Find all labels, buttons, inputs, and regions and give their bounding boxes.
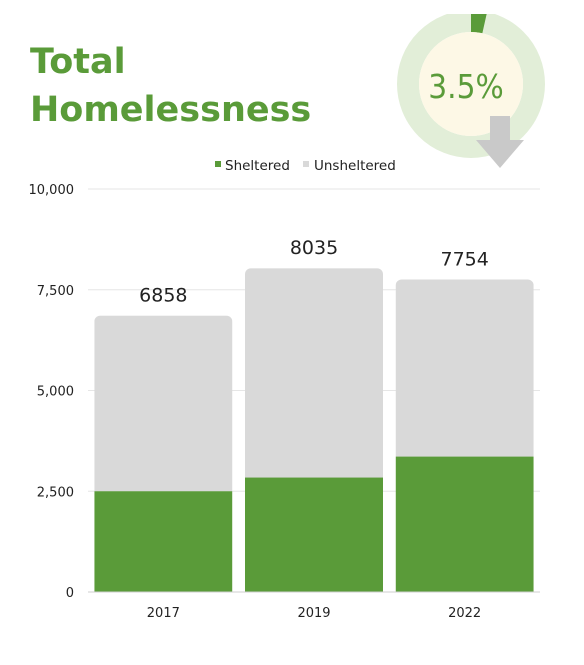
legend-swatch-sheltered — [215, 161, 221, 167]
bar-chart: 0 2,500 5,000 7,500 10,000 6858 8035 7754 2017… — [29, 158, 540, 621]
bars: 6858 8035 7754 — [94, 237, 534, 592]
legend-swatch-unsheltered — [303, 161, 309, 167]
kpi-value: 3.5% — [428, 67, 503, 106]
bar-sheltered — [395, 456, 534, 592]
y-axis: 0 2,500 5,000 7,500 10,000 — [29, 183, 75, 601]
bar-sheltered — [94, 491, 233, 592]
bar-stack — [395, 279, 534, 592]
page-title: Total Homelessness — [30, 38, 311, 134]
bar-stack — [94, 315, 233, 592]
y-tick-label: 0 — [66, 586, 74, 601]
x-tick-label: 2017 — [147, 606, 180, 621]
x-tick-label: 2019 — [297, 606, 330, 621]
y-tick-label: 7,500 — [37, 284, 74, 299]
kpi-badge: 3.5% — [397, 14, 545, 168]
legend-label-unsheltered: Unsheltered — [314, 158, 396, 174]
bar-unsheltered — [245, 268, 383, 478]
bar-unsheltered — [395, 279, 534, 457]
title-line-1: Total — [30, 42, 126, 82]
kpi-ring-progress — [470, 14, 487, 34]
x-tick-label: 2022 — [448, 606, 481, 621]
legend-label-sheltered: Sheltered — [225, 158, 290, 174]
legend: Sheltered Unsheltered — [215, 158, 396, 174]
title-line-2: Homelessness — [30, 90, 312, 130]
down-arrow-icon — [476, 116, 524, 168]
y-tick-label: 5,000 — [37, 385, 74, 400]
bar-stack — [245, 268, 383, 592]
kpi-center — [419, 32, 523, 136]
bar-unsheltered — [94, 315, 233, 492]
y-tick-label: 10,000 — [29, 183, 75, 198]
bar-total-label: 6858 — [139, 285, 187, 307]
bar-sheltered — [245, 477, 383, 592]
x-axis: 2017 2019 2022 — [88, 591, 540, 621]
y-tick-label: 2,500 — [37, 485, 74, 500]
bar-total-label: 7754 — [440, 249, 488, 271]
bar-total-label: 8035 — [290, 237, 338, 259]
